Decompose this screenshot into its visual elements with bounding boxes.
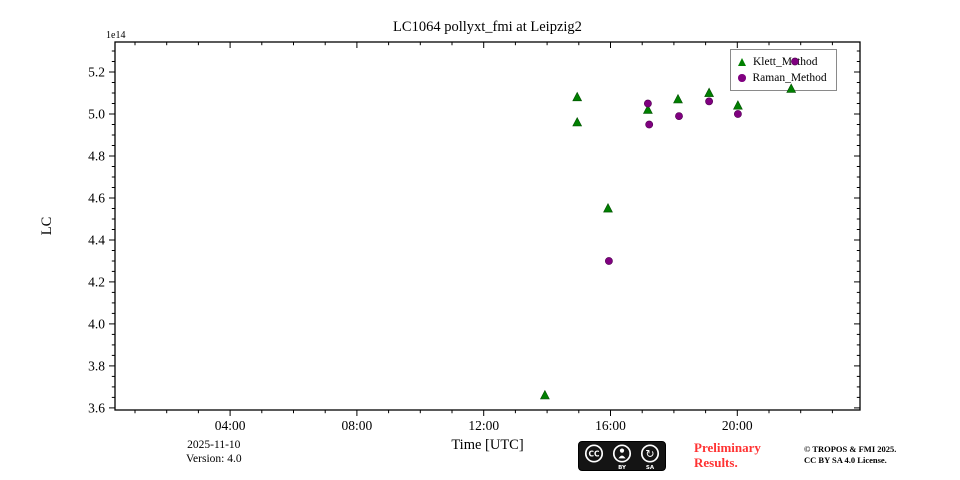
y-tick-label: 4.0	[88, 317, 105, 332]
sa-arrow-glyph: ↻	[645, 447, 654, 460]
legend-item-raman: Raman_Method	[738, 70, 827, 86]
cc-icon	[584, 444, 604, 463]
x-axis-label: Time [UTC]	[451, 437, 524, 453]
y-tick-label: 5.0	[88, 107, 105, 122]
x-tick-label: 12:00	[468, 418, 499, 433]
x-tick-label: 08:00	[342, 418, 373, 433]
plot-date: 2025-11-10	[187, 439, 241, 451]
y-tick-label: 4.6	[88, 191, 105, 206]
y-tick-label: 5.2	[88, 65, 105, 80]
legend: Klett_Method Raman_Method	[730, 49, 837, 91]
date-version-note: 2025-11-10 Version: 4.0	[186, 438, 242, 466]
plot-version: Version: 4.0	[186, 453, 242, 465]
x-tick-labels: 04:00 08:00 12:00 16:00 20:00	[215, 418, 753, 433]
sa-label: SA	[646, 465, 655, 471]
x-tick-label: 04:00	[215, 418, 246, 433]
y-tick-label: 4.4	[88, 233, 105, 248]
copyright-line2: CC BY SA 4.0 License.	[804, 454, 887, 465]
cc-license-badge: CC ↻ BY SA	[578, 441, 666, 471]
chart-title: LC1064 pollyxt_fmi at Leipzig2	[393, 19, 582, 35]
y-tick-labels: 3.6 3.8 4.0 4.2 4.4 4.6 4.8 5.0 5.2	[88, 65, 105, 416]
y-tick-label: 3.8	[88, 359, 105, 374]
x-tick-label: 16:00	[595, 418, 626, 433]
axes-frame	[114, 41, 861, 411]
copyright-line1: © TROPOS & FMI 2025.	[804, 444, 897, 454]
cc-icon-label: CC	[588, 449, 600, 458]
by-person-icon	[612, 444, 632, 463]
y-axis-ticks	[109, 50, 860, 409]
y-tick-label: 4.2	[88, 275, 105, 290]
sa-icon	[640, 444, 660, 463]
y-tick-label: 3.6	[88, 401, 105, 416]
x-axis-ticks	[134, 42, 833, 416]
x-tick-label: 20:00	[722, 418, 753, 433]
circle-marker-icon	[738, 74, 746, 82]
y-tick-label: 4.8	[88, 149, 105, 164]
preliminary-line2: Results.	[694, 455, 738, 470]
legend-label-klett: Klett_Method	[753, 56, 818, 68]
by-label: BY	[618, 465, 627, 471]
preliminary-line1: Preliminary	[694, 440, 761, 455]
legend-label-raman: Raman_Method	[752, 72, 827, 84]
person-head	[619, 448, 625, 453]
copyright-note: © TROPOS & FMI 2025. CC BY SA 4.0 Licens…	[804, 444, 896, 465]
y-axis-offset-text: 1e14	[106, 30, 126, 41]
preliminary-note: Preliminary Results.	[694, 440, 761, 470]
legend-item-klett: Klett_Method	[738, 54, 827, 70]
person-body	[618, 455, 626, 459]
y-axis-label: LC	[39, 216, 55, 236]
triangle-marker-icon	[738, 58, 746, 66]
